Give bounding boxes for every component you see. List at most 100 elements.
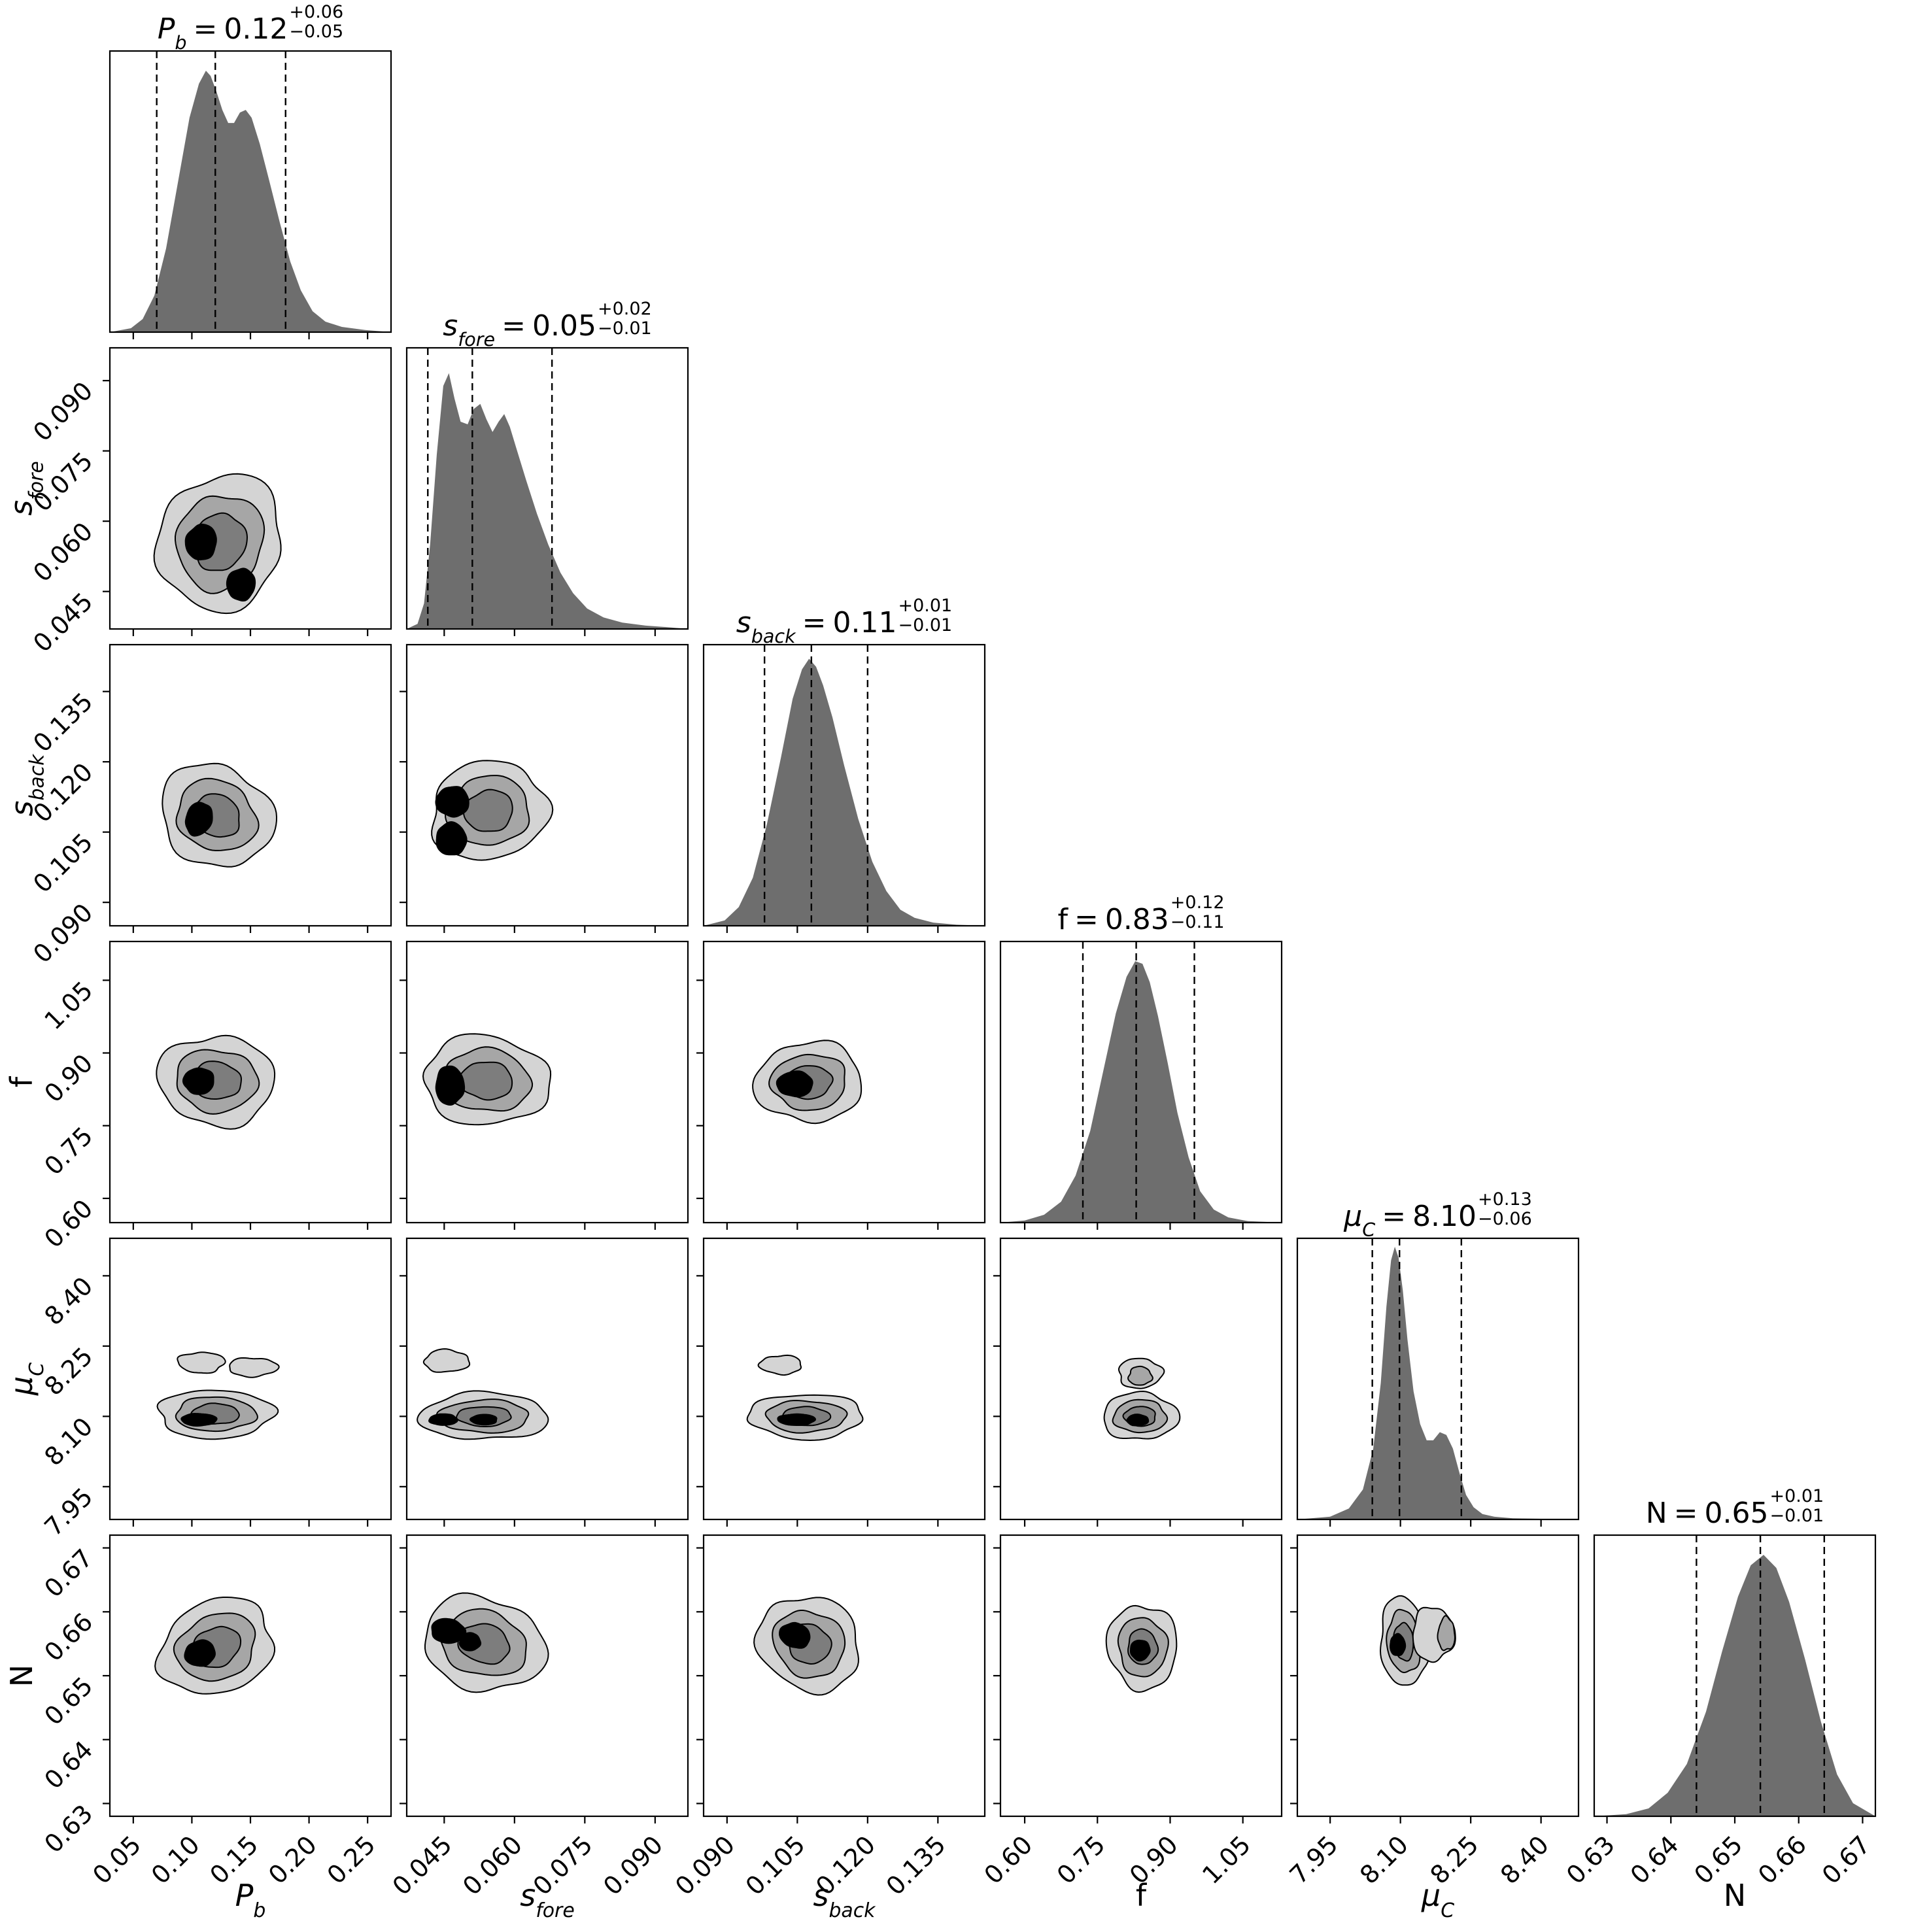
y-tick-label: 0.66 [39, 1608, 98, 1667]
title-value: 0.12 [224, 12, 288, 46]
panel-mu_C-N [1290, 1534, 1580, 1823]
y-tick-label: 0.75 [39, 1121, 98, 1181]
title-minus-error: −0.01 [597, 318, 652, 339]
y-tick-label: 0.63 [39, 1799, 98, 1859]
histogram-mu_C [1297, 1246, 1579, 1519]
panel-s_fore-N [400, 1534, 689, 1823]
y-axis-label-mu_C: μC [0, 1238, 48, 1519]
param-label-sub: back [751, 625, 796, 648]
title-value: 0.83 [1104, 903, 1169, 936]
title-minus-error: −0.11 [1170, 911, 1225, 932]
y-tick-label: 0.67 [39, 1544, 98, 1603]
title-minus-error: −0.01 [1769, 1505, 1824, 1526]
param-label-base: P [235, 1878, 254, 1913]
panel-P_b-s_back [103, 643, 392, 933]
y-axis-label-s_back: sback [0, 645, 48, 926]
equals-sign: = [193, 12, 218, 46]
histogram-P_b [110, 71, 391, 332]
panel-diag-N [1593, 1534, 1877, 1823]
histogram-s_fore [407, 373, 688, 629]
y-tick-label: 0.64 [39, 1735, 98, 1795]
title-minus-error: −0.05 [289, 21, 344, 42]
param-label-base: N [3, 1664, 39, 1687]
title-plus-error: +0.06 [289, 1, 344, 22]
y-tick-label: 0.60 [39, 1194, 98, 1253]
panel-diag-mu_C [1296, 1237, 1580, 1527]
param-label-base: N [1723, 1878, 1747, 1913]
panel-f-N [993, 1534, 1283, 1823]
title-plus-error: +0.02 [597, 298, 652, 319]
y-tick-label: 0.65 [39, 1671, 98, 1731]
y-tick-label: 0.90 [39, 1049, 98, 1108]
param-label-sub: b [175, 31, 187, 54]
panel-f-mu_C [993, 1237, 1283, 1527]
histogram-s_back [704, 658, 985, 926]
param-label-base: N [1645, 1497, 1667, 1530]
param-label-base: s [443, 309, 458, 343]
title-N: N = 0.65 +0.01 −0.01 [1555, 1466, 1912, 1533]
param-label-base: s [813, 1878, 829, 1913]
panel-s_fore-mu_C [400, 1237, 689, 1527]
title-plus-error: +0.13 [1478, 1189, 1532, 1210]
panel-diag-P_b [109, 50, 392, 339]
equals-sign: = [1673, 1497, 1698, 1530]
param-label-sub: fore [25, 461, 48, 500]
param-label-base: f [1057, 903, 1068, 936]
x-axis-label-mu_C: μC [1297, 1878, 1579, 1930]
param-label-sub: back [25, 754, 48, 801]
title-s_back: sback = 0.11 +0.01 −0.01 [664, 575, 1024, 646]
histogram-N [1594, 1555, 1875, 1816]
panel-P_b-f [103, 940, 392, 1230]
panel-s_back-f [696, 940, 986, 1230]
title-value: 8.10 [1412, 1200, 1477, 1233]
param-label-base: s [520, 1878, 536, 1913]
panel-P_b-s_fore [103, 347, 392, 636]
panel-s_back-N [696, 1534, 986, 1823]
panel-s_back-mu_C [696, 1237, 986, 1527]
title-s_fore: sfore = 0.05 +0.02 −0.01 [367, 279, 727, 349]
x-axis-label-s_fore: sfore [407, 1878, 688, 1930]
y-axis-label-N: N [0, 1535, 43, 1816]
title-plus-error: +0.12 [1170, 892, 1225, 913]
param-label-base: f [3, 1076, 39, 1088]
title-value: 0.11 [832, 606, 897, 639]
equals-sign: = [1382, 1200, 1407, 1233]
equals-sign: = [1074, 903, 1099, 936]
equals-sign: = [802, 606, 827, 639]
param-label-base: s [736, 606, 751, 639]
param-label-sub: back [828, 1899, 876, 1922]
panel-diag-s_fore [405, 347, 689, 636]
param-label-base: P [157, 12, 175, 46]
y-tick-label: 1.05 [39, 976, 98, 1036]
y-tick-label: 7.95 [39, 1482, 98, 1542]
title-P_b: Pb = 0.12 +0.06 −0.05 [71, 0, 430, 52]
x-axis-label-N: N [1594, 1878, 1875, 1930]
panel-diag-f [999, 940, 1283, 1230]
y-axis-label-f: f [0, 941, 43, 1223]
histogram-f [1000, 961, 1282, 1223]
title-value: 0.05 [532, 309, 596, 343]
param-label-sub: b [253, 1899, 266, 1922]
y-tick-label: 8.10 [39, 1412, 98, 1472]
y-tick-label: 8.40 [39, 1272, 98, 1331]
title-plus-error: +0.01 [1769, 1485, 1824, 1506]
param-label-base: f [1135, 1878, 1147, 1913]
panel-P_b-N [103, 1534, 392, 1823]
param-label-base: s [4, 500, 39, 516]
title-plus-error: +0.01 [898, 595, 953, 616]
x-axis-label-s_back: sback [704, 1878, 985, 1930]
panel-diag-s_back [702, 643, 986, 933]
title-minus-error: −0.06 [1478, 1208, 1532, 1229]
panel-s_fore-f [400, 940, 689, 1230]
param-label-sub: fore [536, 1899, 575, 1922]
y-axis-label-s_fore: sfore [0, 348, 48, 629]
panel-s_fore-s_back [400, 643, 689, 933]
param-label-sub: fore [458, 328, 496, 351]
x-axis-label-P_b: Pb [110, 1878, 391, 1930]
x-axis-label-f: f [1000, 1878, 1282, 1930]
param-label-base: s [4, 800, 40, 817]
equals-sign: = [502, 309, 526, 343]
param-label-base: μ [1344, 1200, 1363, 1233]
